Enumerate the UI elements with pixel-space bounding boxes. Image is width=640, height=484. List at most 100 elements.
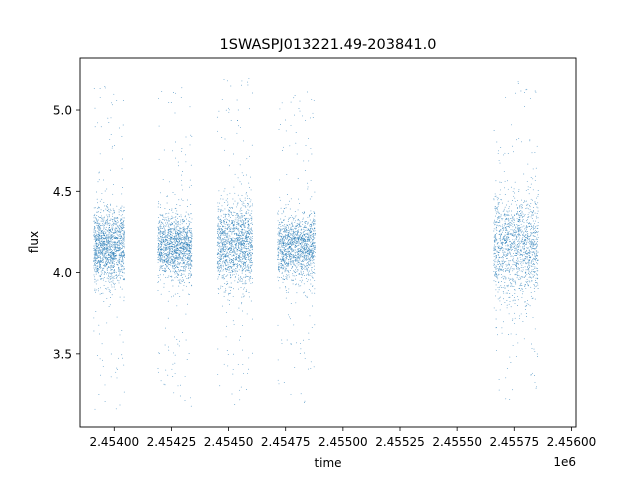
data-point [240,248,242,250]
data-point [295,284,297,286]
data-point [177,244,179,246]
data-point [235,273,237,275]
data-point [217,249,219,251]
data-point [233,220,235,222]
data-point [314,232,316,234]
data-point [162,249,164,251]
data-point [248,265,250,267]
data-point [175,227,177,229]
data-point [116,229,118,231]
data-point [298,198,299,200]
data-point [100,236,102,238]
data-point [95,218,97,220]
data-point [160,246,162,248]
data-point [245,262,247,264]
data-point [161,248,163,249]
data-point [181,259,183,261]
data-point [241,230,243,232]
data-point [98,252,100,253]
data-point [121,227,123,229]
data-point [188,293,190,295]
data-point [227,198,229,200]
data-point [182,200,184,201]
data-point [101,250,103,251]
data-point [217,222,219,224]
data-point [293,232,295,233]
data-point [161,91,163,93]
data-point [246,232,247,234]
data-point [175,208,177,210]
data-point [222,286,224,288]
data-point [170,232,171,234]
data-point [122,241,124,243]
data-point [168,224,169,226]
data-point [225,244,227,246]
data-point [216,116,218,118]
data-point [303,231,305,233]
data-point [221,240,223,242]
data-point [229,261,231,263]
data-point [177,221,179,223]
data-point [243,220,245,222]
data-point [244,252,246,254]
data-point [108,224,110,226]
data-point [185,136,187,138]
data-point [235,226,237,228]
data-point [112,279,114,281]
data-point [239,255,241,257]
data-point [301,267,303,269]
data-point [249,225,251,227]
data-point [308,260,310,262]
data-point [158,221,160,223]
data-point [167,225,169,227]
data-point [114,249,116,251]
data-point [163,286,165,288]
data-point [178,165,180,167]
data-point [109,267,111,269]
data-point [250,238,252,240]
data-point [310,264,312,266]
data-point [284,242,286,244]
data-point [313,256,315,258]
data-point [189,259,191,261]
data-point [173,262,175,264]
data-point [115,226,117,228]
data-point [247,209,249,211]
data-point [190,264,192,266]
data-point [312,253,314,254]
data-point [292,244,294,246]
data-point [296,263,298,265]
data-point [159,243,161,245]
data-point [221,264,223,266]
data-point [287,236,289,238]
data-point [160,293,162,295]
data-point [158,246,160,248]
data-point [227,268,229,270]
data-point [226,255,228,257]
data-point [179,240,180,242]
data-point [107,217,109,219]
data-point [100,242,102,244]
data-point [222,275,224,277]
data-point [306,229,308,231]
data-point [171,235,173,237]
data-point [217,225,219,227]
data-point [177,241,179,243]
data-point [164,240,166,242]
data-point [106,267,108,269]
data-point [314,245,316,247]
data-point [219,241,221,243]
data-point [121,243,123,245]
data-point [285,227,287,229]
data-point [102,247,104,249]
data-point [116,279,118,281]
data-point [310,228,312,230]
data-point [160,260,161,261]
data-point [168,258,170,260]
data-point [96,252,97,254]
data-point [235,217,237,219]
data-point [122,357,124,359]
data-point [163,241,165,243]
data-point [185,253,187,254]
data-point [157,259,159,261]
